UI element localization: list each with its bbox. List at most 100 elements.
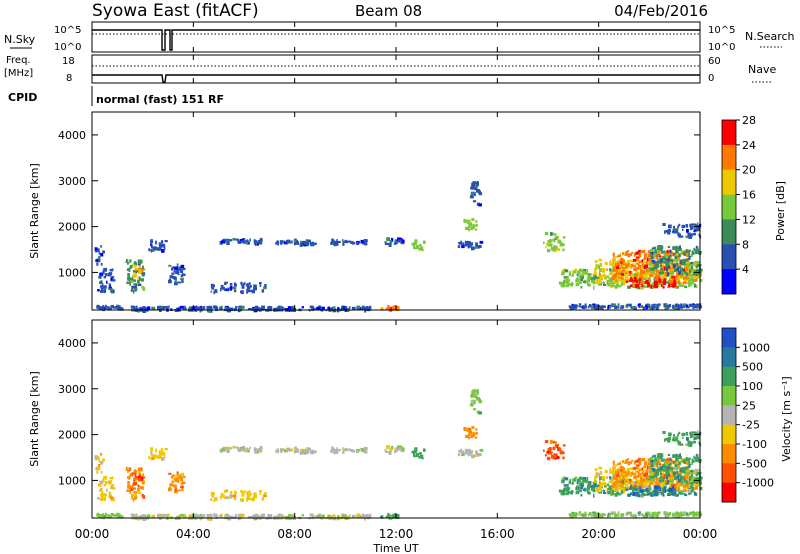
power-scatter-cell	[651, 304, 655, 309]
power-scatter-cell	[199, 305, 203, 308]
velocity-scatter-cell	[161, 456, 165, 461]
power-scatter-cell	[618, 285, 622, 288]
power-scatter-cell	[630, 271, 633, 275]
power-scatter-cell	[223, 288, 226, 291]
freq-trace	[92, 74, 700, 83]
power-scatter-cell	[159, 246, 162, 249]
velocity-scatter-cell	[478, 400, 483, 404]
power-scatter-cell	[417, 245, 420, 248]
velocity-y-tick-label: 2000	[58, 429, 86, 442]
velocity-scatter-cell	[418, 452, 422, 455]
power-scatter-cell	[662, 286, 665, 289]
power-scatter-cell	[104, 273, 108, 277]
power-scatter-cell	[141, 272, 146, 276]
power-scatter-cell	[163, 243, 166, 248]
velocity-colorbar-segment	[722, 444, 736, 464]
power-scatter-cell	[111, 289, 115, 294]
power-scatter-cell	[590, 305, 594, 310]
velocity-colorbar-segment	[722, 463, 736, 484]
velocity-scatter-cell	[100, 461, 104, 465]
velocity-scatter-cell	[661, 458, 666, 461]
velocity-scatter-cell	[342, 450, 345, 454]
power-scatter-cell	[277, 305, 281, 310]
power-scatter-cell	[668, 278, 671, 281]
velocity-scatter-cell	[696, 511, 700, 514]
power-scatter-cell	[645, 305, 648, 310]
velocity-scatter-cell	[96, 467, 99, 470]
power-scatter-cell	[635, 273, 638, 276]
power-scatter-cell	[560, 284, 565, 288]
power-scatter-cell	[337, 307, 340, 311]
power-scatter-cell	[293, 239, 297, 242]
power-scatter-cell	[680, 276, 683, 280]
velocity-scatter-cell	[592, 511, 595, 515]
velocity-scatter-cell	[110, 513, 114, 517]
velocity-scatter-cell	[667, 464, 670, 468]
velocity-scatter-cell	[178, 489, 181, 492]
velocity-scatter-cell	[550, 440, 553, 444]
power-scatter-cell	[614, 305, 617, 310]
velocity-scatter-cell	[631, 459, 634, 462]
power-scatter-cell	[596, 281, 601, 285]
power-scatter-cell	[692, 303, 695, 306]
velocity-scatter-cell	[260, 515, 263, 519]
power-scatter-cell	[690, 273, 694, 278]
velocity-scatter-cell	[674, 436, 677, 439]
velocity-scatter-cell	[461, 450, 465, 454]
power-scatter-cell	[418, 248, 421, 251]
power-colorbar-tick-label: 4	[742, 263, 749, 276]
velocity-scatter-cell	[648, 511, 651, 515]
velocity-scatter-cell	[293, 447, 297, 450]
velocity-scatter-cell	[159, 454, 162, 457]
velocity-scatter-cell	[227, 495, 229, 499]
velocity-scatter-cell	[650, 456, 654, 461]
power-scatter-cell	[614, 268, 618, 272]
velocity-scatter-cell	[640, 483, 643, 486]
power-scatter-cell	[665, 264, 669, 268]
velocity-scatter-cell	[237, 449, 241, 452]
velocity-scatter-cell	[640, 476, 642, 480]
power-scatter-cell	[639, 305, 644, 308]
velocity-scatter-cell	[614, 471, 618, 475]
power-scatter-cell	[128, 259, 131, 264]
power-scatter-cell	[361, 307, 365, 310]
power-colorbar-label: Power [dB]	[774, 181, 787, 241]
power-scatter-cell	[592, 280, 595, 285]
power-scatter-cell	[643, 265, 647, 270]
velocity-scatter-cell	[662, 494, 665, 497]
power-scatter-cell	[128, 267, 131, 272]
velocity-scatter-cell	[400, 449, 405, 453]
velocity-scatter-cell	[248, 490, 251, 494]
velocity-scatter-cell	[698, 441, 701, 445]
power-scatter-cell	[395, 240, 398, 245]
power-scatter-cell	[693, 305, 696, 309]
velocity-scatter-cell	[691, 458, 694, 462]
power-scatter-cell	[619, 253, 622, 256]
velocity-scatter-cell	[688, 464, 691, 468]
power-scatter-cell	[655, 270, 660, 273]
velocity-scatter-cell	[687, 489, 691, 493]
velocity-scatter-cell	[633, 487, 637, 491]
velocity-scatter-cell	[593, 484, 595, 489]
power-scatter-cell	[580, 286, 583, 289]
velocity-scatter-cell	[603, 492, 607, 494]
velocity-scatter-cell	[685, 432, 689, 436]
velocity-scatter-cell	[395, 514, 399, 518]
power-scatter-cell	[422, 240, 426, 244]
velocity-scatter-cell	[676, 484, 681, 488]
power-scatter-cell	[645, 273, 649, 277]
power-scatter-cell	[648, 257, 652, 262]
velocity-scatter-cell	[211, 494, 214, 498]
power-scatter-cell	[675, 263, 679, 266]
power-scatter-cell	[575, 305, 577, 310]
power-scatter-cell	[550, 232, 553, 236]
power-scatter-cell	[651, 306, 655, 310]
velocity-scatter-cell	[566, 483, 569, 488]
power-scatter-cell	[595, 271, 597, 276]
velocity-scatter-cell	[622, 478, 626, 483]
velocity-scatter-cell	[246, 491, 250, 495]
power-scatter-cell	[100, 262, 103, 266]
velocity-scatter-cell	[583, 477, 587, 480]
power-scatter-cell	[174, 280, 177, 283]
power-scatter-cell	[671, 275, 675, 279]
